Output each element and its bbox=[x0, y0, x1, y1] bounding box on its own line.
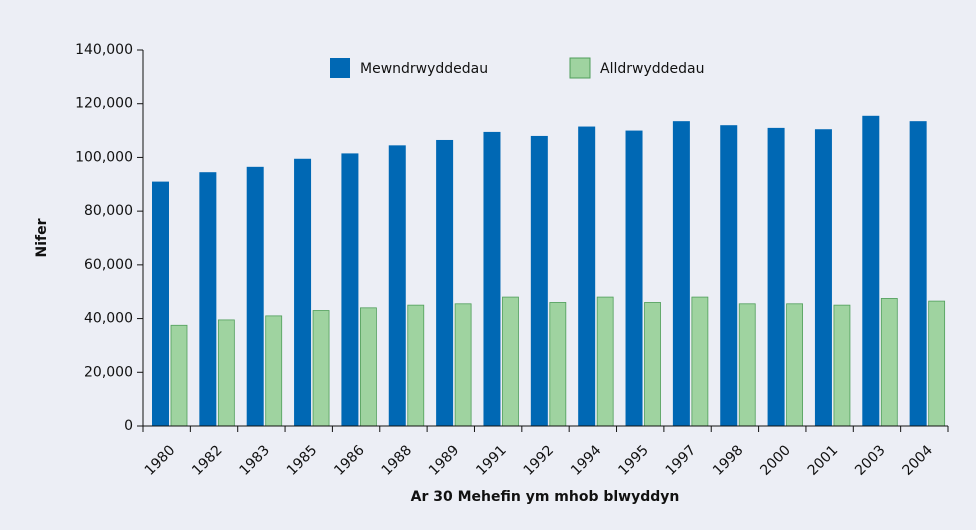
bar bbox=[738, 303, 756, 427]
bar bbox=[407, 304, 425, 427]
bar bbox=[360, 307, 377, 427]
bar bbox=[217, 319, 235, 427]
bar bbox=[691, 296, 709, 427]
y-tick-label: 20,000 bbox=[84, 364, 133, 380]
bar bbox=[928, 300, 946, 427]
bar bbox=[909, 121, 927, 427]
y-tick-label: 40,000 bbox=[84, 311, 133, 327]
bar bbox=[502, 296, 519, 427]
legend-swatch bbox=[569, 57, 591, 79]
y-tick-label: 80,000 bbox=[84, 203, 133, 219]
bar bbox=[862, 115, 880, 427]
bar bbox=[596, 296, 614, 427]
x-axis-title: Ar 30 Mehefin ym mhob blwyddyn bbox=[411, 489, 680, 505]
bar bbox=[814, 129, 832, 426]
y-tick-label: 140,000 bbox=[75, 42, 133, 58]
y-axis-title: Nifer bbox=[34, 218, 50, 257]
bar bbox=[672, 121, 690, 427]
legend-label: Mewndrwyddedau bbox=[360, 61, 488, 77]
bar bbox=[199, 172, 217, 426]
bar bbox=[720, 125, 738, 426]
y-tick-label: 120,000 bbox=[75, 96, 133, 112]
bar bbox=[786, 303, 803, 427]
bar bbox=[454, 303, 472, 427]
legend-swatch bbox=[330, 58, 350, 78]
bar bbox=[152, 181, 169, 426]
bar bbox=[265, 315, 283, 427]
bar bbox=[644, 302, 661, 427]
bar bbox=[388, 145, 406, 427]
y-tick-label: 60,000 bbox=[84, 257, 133, 273]
bar bbox=[767, 127, 785, 426]
bar bbox=[170, 324, 188, 427]
bar bbox=[436, 139, 454, 426]
legend-label: Alldrwyddedau bbox=[600, 61, 704, 77]
bar bbox=[833, 304, 851, 427]
bar bbox=[246, 166, 264, 427]
bar bbox=[530, 135, 548, 426]
bar bbox=[483, 131, 501, 426]
bar bbox=[549, 302, 567, 427]
bar bbox=[341, 153, 359, 426]
bar bbox=[312, 310, 330, 427]
bar bbox=[578, 126, 596, 427]
bar bbox=[294, 158, 312, 426]
bar bbox=[625, 130, 643, 427]
y-tick-label: 0 bbox=[124, 418, 133, 434]
bar bbox=[880, 298, 898, 427]
y-tick-label: 100,000 bbox=[75, 149, 133, 165]
